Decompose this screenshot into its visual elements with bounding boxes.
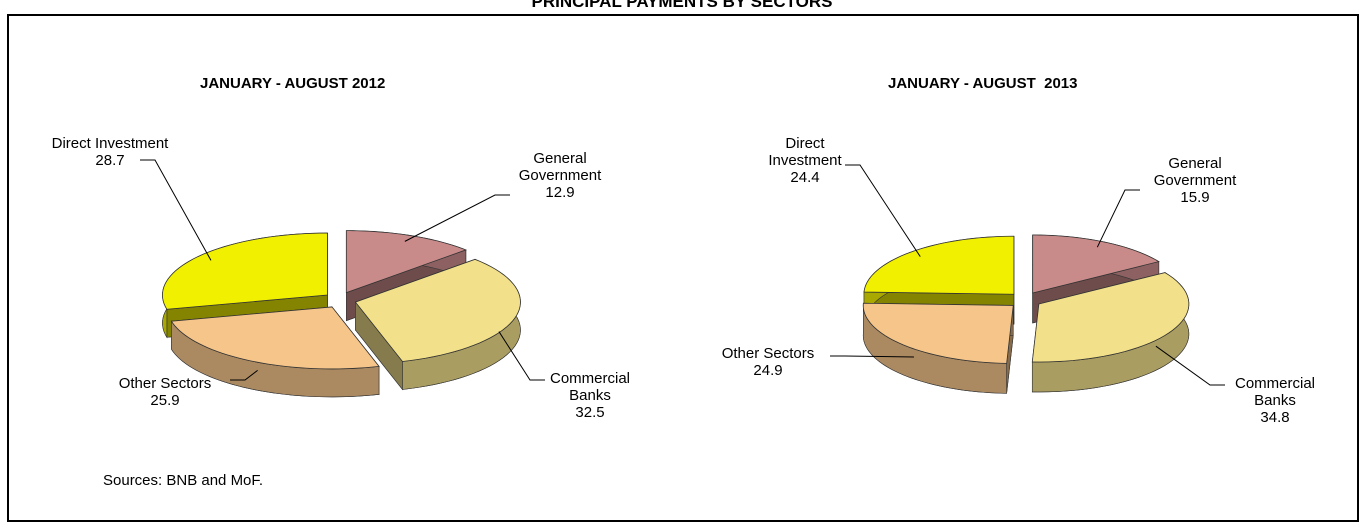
pie-title: JANUARY - AUGUST 2012 xyxy=(200,75,386,92)
chart-frame xyxy=(7,14,1359,522)
slice xyxy=(170,306,380,370)
leader-line xyxy=(498,331,545,381)
leader-line xyxy=(830,355,914,358)
slice-category: Direct Investment xyxy=(768,135,842,169)
slice-category: Other Sectors xyxy=(118,375,212,392)
slice xyxy=(1032,234,1160,294)
source-note: Sources: BNB and MoF. xyxy=(103,472,264,489)
slice-value: 28.7 xyxy=(95,152,125,169)
pie-title: JANUARY - AUGUST 2013 xyxy=(888,75,1078,92)
leader-line xyxy=(845,164,921,257)
slice-category: Direct Investment xyxy=(51,135,169,152)
slice-category: General Government xyxy=(1153,155,1237,189)
main-title: PRINCIPAL PAYMENTS BY SECTORS xyxy=(531,0,833,11)
slice-value: 12.9 xyxy=(545,184,575,201)
slice-category: Commercial Banks xyxy=(1234,375,1315,409)
slice-label: Commercial Banks 34.8 xyxy=(1220,375,1330,426)
slice xyxy=(1031,272,1190,363)
slice-value: 34.8 xyxy=(1260,409,1290,426)
slice-category: Commercial Banks xyxy=(549,370,630,404)
leader-line xyxy=(230,369,258,381)
slice-value: 25.9 xyxy=(150,392,180,409)
slice-category: General Government xyxy=(518,150,602,184)
slice-value: 32.5 xyxy=(575,404,605,421)
slice xyxy=(354,258,521,362)
slice xyxy=(862,302,1014,364)
leader-line xyxy=(404,194,510,242)
slice-label: Commercial Banks 32.5 xyxy=(540,370,640,421)
slice-label: General Government 15.9 xyxy=(1130,155,1260,206)
slice-label: General Government 12.9 xyxy=(495,150,625,201)
slice-value: 24.4 xyxy=(790,169,820,186)
slice-category: Other Sectors xyxy=(721,345,815,362)
slice xyxy=(863,235,1015,295)
slice xyxy=(345,230,468,294)
slice xyxy=(162,232,328,310)
slice-value: 24.9 xyxy=(753,362,783,379)
leader-line xyxy=(140,159,212,261)
slice-value: 15.9 xyxy=(1180,189,1210,206)
slice-label: Direct Investment 28.7 xyxy=(50,135,170,169)
slice-label: Direct Investment 24.4 xyxy=(750,135,860,186)
slice-label: Other Sectors 25.9 xyxy=(100,375,230,409)
leader-line xyxy=(1155,345,1225,386)
slice-label: Other Sectors 24.9 xyxy=(708,345,828,379)
leader-line xyxy=(1096,189,1140,248)
